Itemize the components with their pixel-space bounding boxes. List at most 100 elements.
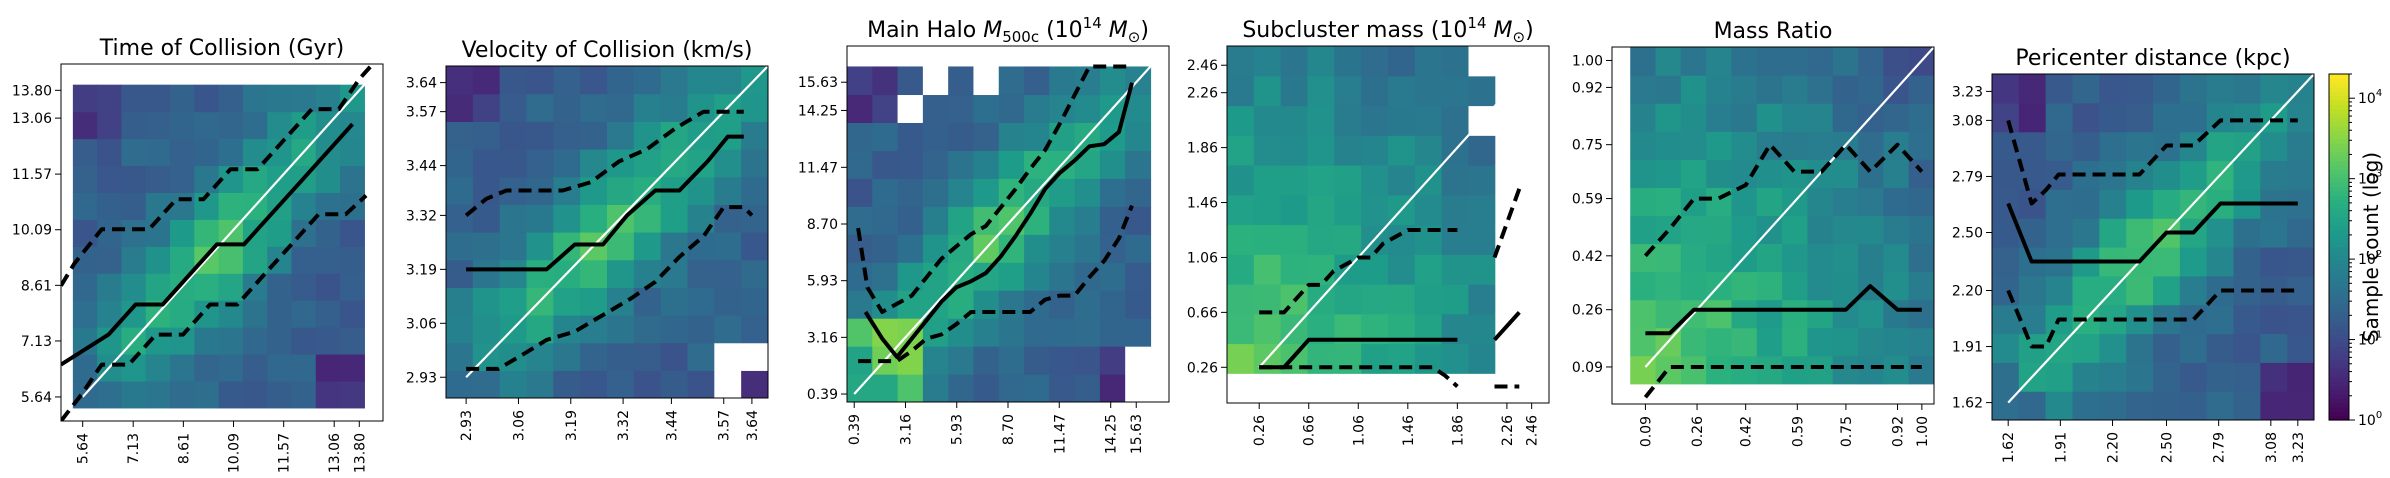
colorbar-segment — [2329, 229, 2349, 235]
heatmap-cell — [1125, 262, 1152, 291]
heatmap-cell — [1441, 343, 1470, 374]
heatmap-cell — [218, 138, 244, 167]
heatmap-cell — [1832, 75, 1859, 104]
heatmap-cell — [1280, 46, 1309, 77]
x-tick-label: 5.64 — [76, 433, 92, 464]
heatmap-cell — [2072, 131, 2100, 162]
heatmap-cell — [580, 93, 608, 122]
y-tick-label: 8.61 — [21, 278, 52, 294]
panel-title: Main Halo M500c (1014 M⊙) — [867, 14, 1149, 46]
heatmap-cell — [267, 84, 293, 113]
heatmap-cell — [1227, 224, 1255, 255]
heatmap-cell — [1756, 299, 1783, 329]
heatmap-cell — [1468, 343, 1496, 374]
heatmap-cell — [472, 287, 501, 316]
heatmap-cell — [1858, 327, 1884, 357]
heatmap-cell — [472, 66, 501, 95]
heatmap-cell — [499, 342, 528, 371]
heatmap-cell — [1908, 327, 1934, 357]
x-tick-label: 1.91 — [2053, 432, 2069, 463]
heatmap-cell — [1807, 187, 1834, 216]
heatmap-cell — [948, 374, 975, 402]
x-tick-label: 15.63 — [1129, 414, 1145, 454]
heatmap-cell — [446, 342, 474, 371]
heatmap-cell — [1253, 46, 1282, 77]
heatmap-cell — [2233, 74, 2261, 104]
heatmap-cell — [526, 342, 554, 371]
heatmap-cell — [2045, 131, 2074, 162]
heatmap-cell — [1522, 105, 1549, 136]
heatmap-cell — [472, 121, 501, 150]
heatmap-cell — [1307, 373, 1335, 403]
heatmap-cell — [973, 150, 1000, 179]
heatmap-cell — [2179, 74, 2208, 104]
heatmap-cell — [1099, 262, 1126, 291]
heatmap-cell — [1049, 374, 1076, 402]
heatmap-cell — [1307, 135, 1335, 166]
y-tick-label: 3.08 — [1952, 113, 1983, 129]
heatmap-cell — [1883, 159, 1910, 188]
heatmap-cell — [660, 204, 689, 233]
heatmap-cell — [1858, 299, 1884, 329]
heatmap-cell — [687, 93, 715, 122]
x-tick-label: 13.80 — [352, 433, 368, 473]
heatmap-cell — [660, 342, 689, 371]
y-tick-label: 0.75 — [1572, 138, 1603, 154]
heatmap-cell — [607, 315, 635, 344]
heatmap-cell — [1807, 271, 1834, 301]
colorbar-segment — [2329, 78, 2349, 84]
heatmap-cell — [553, 287, 581, 316]
heatmap-cell — [741, 149, 768, 178]
colorbar-segment — [2329, 381, 2349, 386]
x-tick-label: 2.50 — [2159, 432, 2175, 463]
heatmap-cell — [1388, 373, 1416, 403]
heatmap-cell — [1756, 187, 1783, 216]
y-tick-label: 0.92 — [1572, 80, 1603, 96]
heatmap-cell — [1832, 271, 1859, 301]
heatmap-cell — [267, 380, 293, 409]
heatmap-cell — [2233, 247, 2261, 277]
heatmap-cell — [1706, 75, 1733, 104]
heatmap-cell — [1832, 355, 1859, 385]
heatmap-cell — [1680, 271, 1707, 301]
heatmap-cell — [633, 342, 662, 371]
heatmap-cell — [1756, 47, 1783, 76]
heatmap-cells — [1992, 74, 2314, 420]
heatmap-cell — [1908, 103, 1934, 132]
heatmap-cell — [499, 287, 528, 316]
heatmap-cell — [1807, 215, 1834, 245]
heatmap-cell — [2260, 131, 2288, 162]
heatmap-cell — [2018, 102, 2047, 133]
heatmap-cell — [1522, 165, 1549, 196]
heatmap-cell — [607, 342, 635, 371]
heatmap-cell — [1680, 131, 1707, 160]
heatmap-cell — [633, 204, 662, 233]
heatmap-cell — [145, 192, 171, 220]
colorbar-segment — [2329, 138, 2349, 144]
heatmap-cell — [1680, 47, 1707, 76]
heatmap-cell — [121, 111, 147, 140]
heatmap-cell — [1832, 187, 1859, 216]
heatmap-cell — [1280, 75, 1309, 107]
heatmap-cell — [2126, 362, 2154, 392]
x-tick-label: 3.23 — [2291, 432, 2307, 463]
heatmap-cell — [1361, 75, 1389, 107]
heatmap-cell — [2072, 362, 2100, 392]
heatmap-cell — [472, 149, 501, 178]
heatmap-cell — [1731, 187, 1758, 216]
heatmap-cell — [1049, 94, 1076, 123]
heatmap-cell — [97, 192, 123, 220]
upper-bound-line — [61, 64, 375, 287]
colorbar-segment — [2329, 311, 2349, 317]
heatmap-cell — [1227, 343, 1255, 374]
heatmap-cell — [2206, 362, 2235, 392]
identity-line — [853, 46, 1169, 395]
heatmap-cell — [2179, 160, 2208, 190]
heatmap-cell — [1522, 194, 1549, 226]
heatmap-cell — [580, 204, 608, 233]
heatmap-cell — [1024, 94, 1050, 123]
heatmap-cell — [1024, 206, 1050, 235]
x-tick-label: 2.46 — [1525, 415, 1541, 446]
y-tick-label: 8.70 — [807, 217, 838, 233]
heatmap-cell — [526, 93, 554, 122]
